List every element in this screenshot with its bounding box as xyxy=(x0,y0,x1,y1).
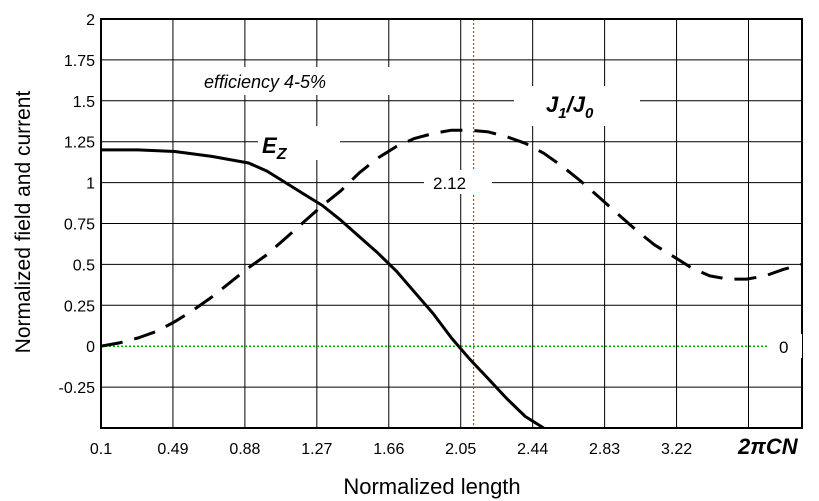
plot-frame xyxy=(100,18,803,429)
x-tick-label: 1.66 xyxy=(373,441,404,458)
y-tick-label: 0.75 xyxy=(64,217,95,234)
series-group xyxy=(101,128,802,428)
y-tick-labels: -0.25 0 0.25 0.5 0.75 1 1.25 1.5 1.75 2 xyxy=(59,12,96,397)
j-series-label: J1/J0 xyxy=(546,92,594,122)
x-tick-label: 3.22 xyxy=(661,441,692,458)
x-tick-label: 2.44 xyxy=(517,441,548,458)
y-tick-label: 1.5 xyxy=(73,94,95,111)
x-tick-label: 1.27 xyxy=(301,441,332,458)
ez-label-bg xyxy=(258,126,340,160)
series-line-j1-j0 xyxy=(101,128,802,348)
efficiency-label-bg xyxy=(199,67,407,95)
j-label-bg xyxy=(514,86,640,126)
y-tick-label: 1 xyxy=(86,176,95,193)
efficiency-annotation: efficiency 4-5% xyxy=(204,72,326,92)
refline-label-bg xyxy=(424,170,492,194)
j-label-sub-1: 1 xyxy=(558,105,566,122)
zero-label-bg xyxy=(768,334,802,358)
j-label-slash: /J xyxy=(566,92,586,117)
reference-lines xyxy=(101,19,802,428)
y-tick-label: 1.25 xyxy=(64,135,95,152)
x-tick-label: 0.88 xyxy=(229,441,260,458)
ez-label-main: E xyxy=(262,133,278,158)
ez-label-sub: Z xyxy=(276,146,288,163)
j-label-sub-0: 0 xyxy=(585,105,594,122)
x-tick-label: 2.05 xyxy=(445,441,476,458)
x-tick-labels: 0.1 0.49 0.88 1.27 1.66 2.05 2.44 2.83 3.22 xyxy=(90,441,692,458)
series-line-ez xyxy=(101,148,545,428)
y-tick-label: 2 xyxy=(86,12,95,29)
y-tick-label: 0 xyxy=(86,339,95,356)
x-tick-label: 2.83 xyxy=(589,441,620,458)
y-tick-label: 0.5 xyxy=(73,257,95,274)
j-label-main: J xyxy=(546,92,559,117)
refline-label: 2.12 xyxy=(433,174,466,193)
x-axis-symbol: 2πCN xyxy=(737,434,799,459)
x-tick-label: 0.49 xyxy=(157,441,188,458)
y-tick-label: 0.25 xyxy=(64,298,95,315)
x-tick-label: 0.1 xyxy=(90,441,112,458)
ez-series-label: EZ xyxy=(262,133,288,163)
y-axis-label: Normalized field and current xyxy=(12,91,35,354)
zero-line-label: 0 xyxy=(779,338,788,357)
y-tick-label: 1.75 xyxy=(64,53,95,70)
y-tick-label: -0.25 xyxy=(59,380,96,397)
x-axis-label: Normalized length xyxy=(343,474,520,499)
